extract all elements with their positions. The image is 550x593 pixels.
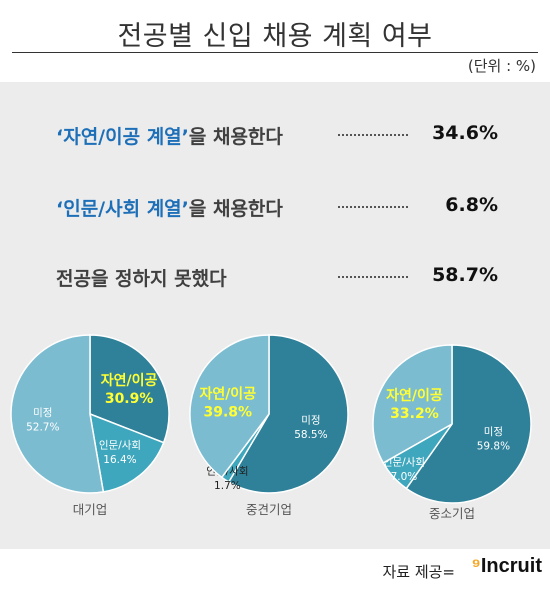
stat-label: ‘자연/이공 계열’을 채용한다 — [56, 122, 283, 149]
pie-charts: 자연/이공 30.9% 인문/사회 16.4% 미정 52.7% 대기업 미정 58.5% 인문/… — [0, 330, 550, 545]
pie-chart-2: 미정 59.8% 인문/사회 7.0% 자연/이공 33.2% 중소기업 — [372, 344, 532, 521]
slice-value: 39.8% — [203, 404, 252, 420]
pie-slice — [89, 334, 170, 444]
leader-dots — [338, 276, 408, 278]
slice-value: 30.9% — [105, 391, 154, 407]
stat-highlight: ‘자연/이공 계열’ — [56, 126, 189, 148]
title-area: 전공별 신입 채용 계획 여부 (단위 : %) — [0, 0, 550, 82]
stat-rest: 을 채용한다 — [188, 198, 283, 220]
pie-chart-svg: 자연/이공 30.9% 인문/사회 16.4% 미정 52.7% 대기업 미정 58.5% 인문/… — [10, 334, 532, 521]
unit-label: (단위 : %) — [467, 57, 536, 75]
stat-label: 전공을 정하지 못했다 — [56, 264, 227, 291]
stat-rest: 을 채용한다 — [188, 126, 283, 148]
page-title: 전공별 신입 채용 계획 여부 — [117, 21, 433, 52]
stat-highlight: ‘인문/사회 계열’ — [56, 198, 189, 220]
slice-value: 1.7% — [214, 480, 241, 492]
slice-label: 미정 — [484, 426, 503, 438]
pie-slice — [372, 344, 453, 464]
slice-label: 미정 — [301, 414, 320, 426]
logo-text: Incruit — [480, 555, 542, 577]
slice-value: 7.0% — [391, 471, 418, 483]
footer: 자료 제공= ⁹Incruit — [0, 549, 550, 593]
slice-label: 자연/이공 — [199, 385, 256, 402]
stat-label: ‘인문/사회 계열’을 채용한다 — [56, 194, 283, 221]
pie-slice — [405, 344, 532, 504]
slice-value: 58.5% — [294, 429, 327, 441]
stat-value: 58.7% — [432, 264, 498, 286]
stat-row-science: ‘자연/이공 계열’을 채용한다 34.6% — [0, 122, 550, 156]
incruit-logo: ⁹Incruit — [471, 555, 542, 578]
stat-value: 6.8% — [445, 194, 498, 216]
slice-value: 16.4% — [103, 454, 136, 466]
stat-value: 34.6% — [432, 122, 498, 144]
leader-dots — [338, 206, 408, 208]
stat-row-humanities: ‘인문/사회 계열’을 채용한다 6.8% — [0, 194, 550, 228]
leader-dots — [338, 134, 408, 136]
pie-slice — [89, 412, 165, 493]
slice-label: 자연/이공 — [101, 372, 158, 389]
slice-label: 자연/이공 — [386, 387, 443, 404]
slice-label: 인문/사회 — [99, 440, 141, 452]
slice-value: 33.2% — [390, 406, 439, 422]
chart-caption: 중소기업 — [429, 506, 475, 521]
title-divider — [12, 52, 538, 53]
stat-row-undecided: 전공을 정하지 못했다 58.7% — [0, 264, 550, 298]
chart-caption: 대기업 — [73, 502, 108, 517]
slice-value: 52.7% — [26, 422, 59, 434]
chart-caption: 중견기업 — [246, 502, 292, 517]
pie-slice — [227, 334, 349, 494]
logo-mark: ⁹ — [471, 555, 481, 577]
pie-chart-0: 자연/이공 30.9% 인문/사회 16.4% 미정 52.7% 대기업 — [10, 334, 170, 517]
slice-label: 미정 — [33, 407, 52, 419]
slice-label: 인문/사회 — [383, 456, 425, 468]
pie-slice — [10, 334, 105, 494]
source-label: 자료 제공= — [382, 563, 455, 581]
stat-rest: 전공을 정하지 못했다 — [56, 268, 227, 290]
slice-value: 59.8% — [477, 441, 510, 453]
pie-slice — [189, 334, 270, 479]
